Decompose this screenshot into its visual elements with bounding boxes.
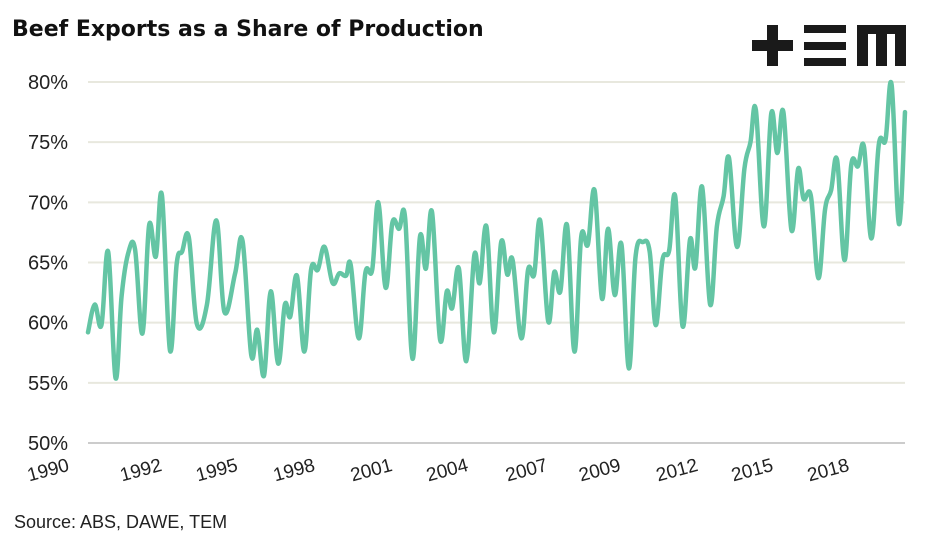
x-tick-label: 2012	[654, 455, 700, 486]
x-tick-label: 1992	[118, 455, 164, 486]
y-tick-label: 60%	[28, 313, 68, 335]
series-layer	[85, 79, 908, 381]
x-tick-label: 2018	[805, 455, 851, 486]
logo-m-leg-left	[857, 25, 868, 66]
logo-m-leg-right	[895, 25, 906, 66]
y-tick-label: 80%	[28, 72, 68, 94]
logo-plus-vertical	[767, 25, 778, 66]
source-note: Source: ABS, DAWE, TEM	[14, 512, 227, 532]
x-tick-label: 2004	[424, 455, 471, 486]
y-tick-label: 75%	[28, 132, 68, 154]
x-tick-label: 2009	[577, 455, 623, 486]
logo-e-bar-top	[804, 25, 846, 33]
x-tick-label: 2015	[729, 455, 775, 486]
tem-logo	[752, 25, 906, 66]
x-tick-label: 1998	[271, 455, 317, 486]
y-tick-label: 70%	[28, 192, 68, 214]
y-axis: 50% 55% 60% 65% 70% 75% 80%	[28, 72, 68, 455]
x-axis: 1990 1992 1995 1998 2001 2004 2007 2009 2012 2015…	[25, 455, 851, 486]
series-line	[85, 79, 908, 381]
logo-e-bar-middle	[804, 42, 846, 50]
logo-e-bar-bottom	[804, 58, 846, 66]
x-tick-label: 1995	[194, 455, 240, 486]
chart-title: Beef Exports as a Share of Production	[12, 17, 484, 42]
x-tick-label: 1990	[25, 455, 71, 486]
x-tick-label: 2007	[504, 455, 550, 486]
y-tick-label: 65%	[28, 253, 68, 275]
x-tick-label: 2001	[348, 455, 394, 486]
y-tick-label: 55%	[28, 373, 68, 395]
y-tick-label: 50%	[28, 433, 68, 455]
logo-m-leg-middle	[876, 25, 887, 66]
